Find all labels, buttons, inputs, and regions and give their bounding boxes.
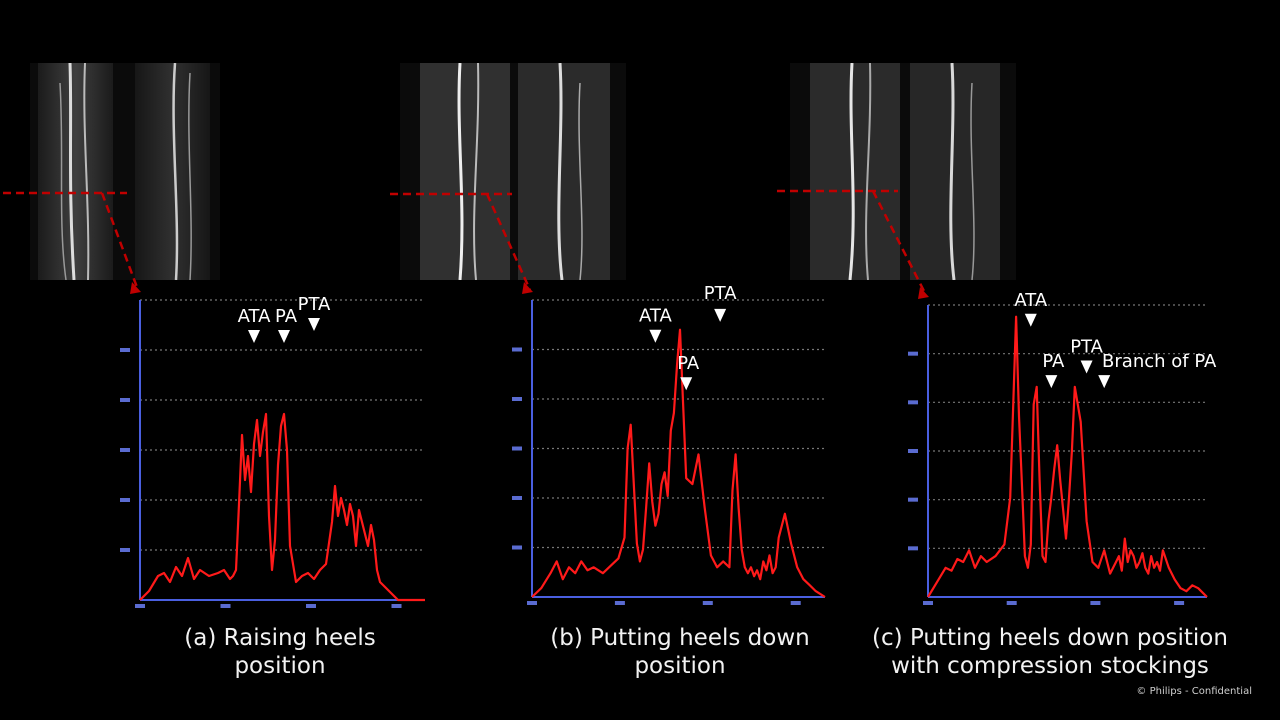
x-tick-mark xyxy=(1090,601,1101,605)
mri-image-b-graphic xyxy=(420,63,610,280)
vessel-label: PA xyxy=(677,353,700,374)
vessel-marker-arrow xyxy=(1080,360,1093,374)
vessel-marker-arrow xyxy=(1024,313,1037,327)
caption-b-line1: (b) Putting heels down xyxy=(550,625,810,651)
y-tick-mark xyxy=(120,498,130,502)
x-tick-mark xyxy=(391,604,402,608)
y-tick-mark xyxy=(908,351,918,356)
slice-pointer-line xyxy=(871,190,928,296)
caption-c-line2: with compression stockings xyxy=(891,653,1209,679)
y-tick-mark xyxy=(512,446,522,451)
vessel-label: PTA xyxy=(704,283,737,304)
footer-confidential: © Philips - Confidential xyxy=(1136,686,1252,697)
y-tick-mark xyxy=(908,400,918,405)
x-tick-mark xyxy=(790,601,801,605)
y-tick-mark xyxy=(120,548,130,552)
mri-image-b xyxy=(400,63,626,280)
vessel-label: PTA xyxy=(298,294,331,315)
vessel-marker-arrow xyxy=(308,318,320,331)
caption-a-line1: (a) Raising heels xyxy=(184,625,376,651)
vessel-label: PTA xyxy=(1070,336,1103,357)
y-tick-mark xyxy=(120,448,130,452)
vessel-marker-arrow xyxy=(1045,375,1058,389)
x-tick-mark xyxy=(220,604,231,608)
mri-image-c-graphic xyxy=(810,63,1000,280)
slice-pointer-line xyxy=(100,192,140,291)
vessel-label: ATA xyxy=(1014,290,1048,311)
caption-b-line2: position xyxy=(634,653,726,679)
signal-intensity-line xyxy=(531,328,826,598)
vessel-label: ATA xyxy=(238,306,272,327)
x-tick-mark xyxy=(135,604,145,608)
x-tick-mark xyxy=(923,601,933,605)
vessel-marker-arrow xyxy=(649,329,662,343)
y-tick-mark xyxy=(512,545,522,550)
mri-image-c xyxy=(790,63,1016,280)
y-tick-mark xyxy=(512,496,522,500)
x-tick-mark xyxy=(614,601,625,605)
signal-intensity-line xyxy=(139,412,425,602)
vessel-marker-arrow xyxy=(714,308,727,322)
y-tick-mark xyxy=(908,497,918,502)
vessel-marker-arrow xyxy=(248,330,260,343)
caption-b: (b) Putting heels down position xyxy=(530,624,830,680)
vessel-marker-arrow xyxy=(278,330,290,343)
x-tick-mark xyxy=(527,601,537,605)
y-tick-mark xyxy=(512,347,522,352)
caption-a: (a) Raising heels position xyxy=(150,624,410,680)
vessel-label: PA xyxy=(1042,351,1065,372)
mri-image-a-graphic xyxy=(38,63,210,280)
caption-c: (c) Putting heels down position with com… xyxy=(860,624,1240,680)
signal-intensity-line xyxy=(927,315,1208,598)
y-tick-mark xyxy=(908,449,918,453)
caption-c-line1: (c) Putting heels down position xyxy=(872,625,1228,651)
vessel-label: Branch of PA xyxy=(1102,351,1217,372)
x-tick-mark xyxy=(306,604,316,608)
vessel-marker-arrow xyxy=(680,377,693,391)
mri-image-a xyxy=(30,63,220,280)
caption-a-line2: position xyxy=(234,653,326,679)
x-tick-mark xyxy=(1174,601,1185,605)
vessel-label: PA xyxy=(275,306,298,327)
slice-pointer-arrowhead xyxy=(918,287,929,299)
vessel-label: ATA xyxy=(639,306,673,327)
slice-pointer-arrowhead xyxy=(522,282,533,294)
y-tick-mark xyxy=(908,546,918,551)
y-tick-mark xyxy=(512,397,522,401)
slice-pointer-line xyxy=(485,193,532,291)
x-tick-mark xyxy=(702,601,713,605)
y-tick-mark xyxy=(120,398,130,402)
x-tick-mark xyxy=(1006,601,1017,605)
slice-pointer-arrowhead xyxy=(130,282,141,294)
y-tick-mark xyxy=(120,348,130,352)
vessel-marker-arrow xyxy=(1098,375,1111,389)
